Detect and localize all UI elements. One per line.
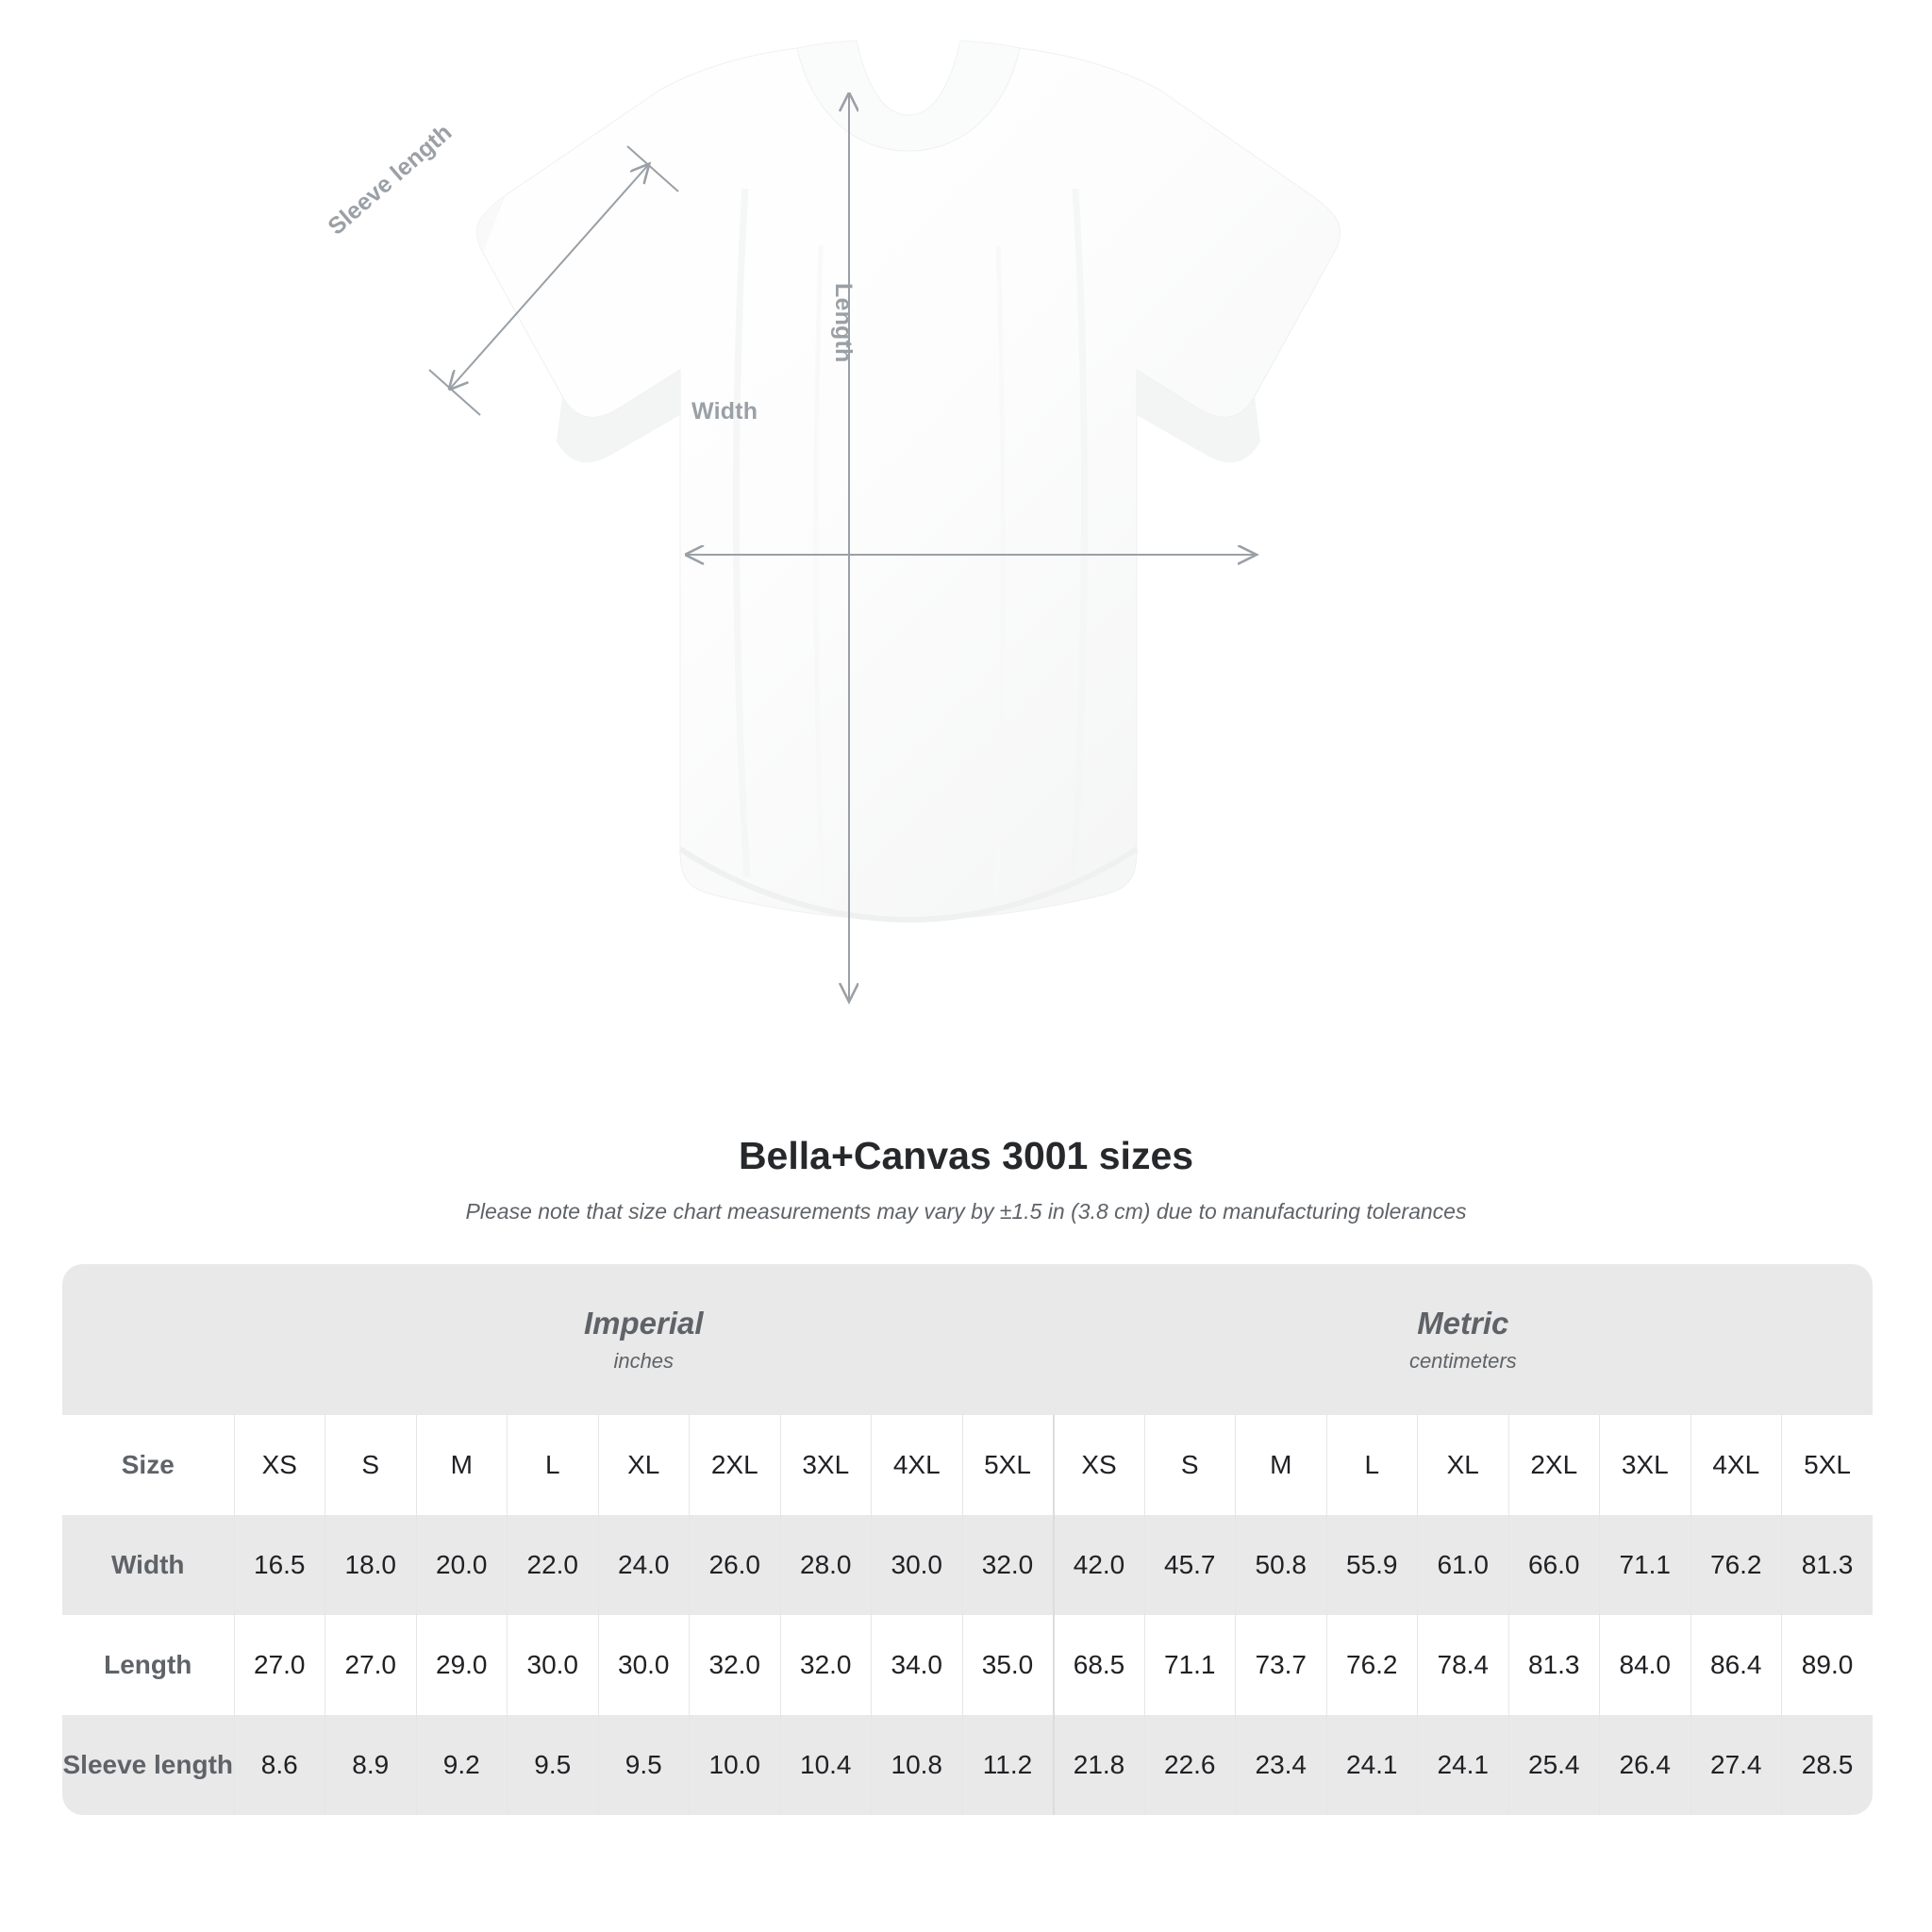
measurement-cell: 78.4	[1417, 1615, 1508, 1715]
measurement-cell: 89.0	[1781, 1615, 1874, 1715]
unit-group-name: Metric	[1417, 1306, 1509, 1341]
measurement-cell: 84.0	[1599, 1615, 1690, 1715]
measurement-cell: 55.9	[1325, 1515, 1418, 1615]
length-label: Length	[830, 283, 857, 363]
size-column-header: 5XL	[1781, 1415, 1874, 1515]
measurement-cell: 32.0	[689, 1615, 780, 1715]
row-header-sleeve-length: Sleeve length	[62, 1715, 234, 1815]
measurement-cell: 35.0	[961, 1615, 1054, 1715]
measurement-cell: 71.1	[1143, 1615, 1236, 1715]
measurement-cell: 25.4	[1507, 1715, 1600, 1815]
measurement-cell: 86.4	[1690, 1615, 1782, 1715]
size-column-header: 2XL	[689, 1415, 780, 1515]
measurement-cell: 21.8	[1052, 1715, 1144, 1815]
measurement-cell: 45.7	[1143, 1515, 1236, 1615]
measurement-cell: 9.2	[415, 1715, 508, 1815]
size-column-header: XL	[1417, 1415, 1508, 1515]
measurement-cell: 30.0	[507, 1615, 598, 1715]
measurement-cell: 8.9	[325, 1715, 416, 1815]
measurement-cell: 27.0	[233, 1615, 325, 1715]
measurement-cell: 10.0	[689, 1715, 780, 1815]
measurement-cell: 24.1	[1417, 1715, 1508, 1815]
size-column-header: XL	[597, 1415, 690, 1515]
measurement-cell: 22.0	[507, 1515, 598, 1615]
unit-group-metric: Metric centimeters	[1053, 1264, 1874, 1415]
measurement-cell: 73.7	[1235, 1615, 1326, 1715]
row-header-size: Size	[62, 1415, 234, 1515]
measurement-cell: 18.0	[325, 1515, 416, 1615]
page-subtitle: Please note that size chart measurements…	[465, 1199, 1467, 1224]
measurement-cell: 76.2	[1325, 1615, 1418, 1715]
size-column-header: 3XL	[779, 1415, 872, 1515]
sleeve-arrow	[428, 145, 679, 416]
measurement-cell: 30.0	[597, 1615, 690, 1715]
product-illustration: Sleeve length Length Width	[323, 40, 1341, 1113]
measurement-cell: 10.8	[871, 1715, 962, 1815]
measurement-cell: 27.4	[1690, 1715, 1782, 1815]
measurement-cell: 66.0	[1507, 1515, 1600, 1615]
measurement-cell: 16.5	[233, 1515, 325, 1615]
unit-group-imperial: Imperial inches	[234, 1264, 1054, 1415]
size-column-header: 3XL	[1599, 1415, 1690, 1515]
measurement-cell: 81.3	[1507, 1615, 1600, 1715]
size-chart-table: Imperial inches Metric centimeters Size XS S M L…	[62, 1264, 1874, 1815]
measurement-cell: 23.4	[1235, 1715, 1326, 1815]
measurement-cell: 8.6	[233, 1715, 325, 1815]
measurement-cell: 26.0	[689, 1515, 780, 1615]
measurement-cell: 61.0	[1417, 1515, 1508, 1615]
measurement-cell: 9.5	[507, 1715, 598, 1815]
table-row: Length 27.0 27.0 29.0 30.0 30.0 32.0 32.0 34.0 35…	[62, 1615, 1874, 1715]
size-column-header: XS	[233, 1415, 325, 1515]
measurement-cell: 81.3	[1781, 1515, 1874, 1615]
page-title: Bella+Canvas 3001 sizes	[738, 1134, 1194, 1177]
tshirt-diagram	[428, 40, 1341, 1113]
size-column-header: L	[507, 1415, 598, 1515]
size-chart-table-wrapper: Imperial inches Metric centimeters Size XS S M L…	[62, 1264, 1874, 1815]
measurement-cell: 11.2	[961, 1715, 1054, 1815]
size-column-header: S	[325, 1415, 416, 1515]
size-column-header: M	[1235, 1415, 1326, 1515]
row-header-length: Length	[62, 1615, 234, 1715]
size-column-header: 4XL	[871, 1415, 962, 1515]
measurement-cell: 22.6	[1143, 1715, 1236, 1815]
title-block: Bella+Canvas 3001 sizes Please note that…	[0, 1134, 1932, 1224]
unit-group-name: Imperial	[583, 1306, 704, 1341]
measurement-cell: 30.0	[871, 1515, 962, 1615]
measurement-cell: 26.4	[1599, 1715, 1690, 1815]
measurement-cell: 50.8	[1235, 1515, 1326, 1615]
size-column-header: 4XL	[1690, 1415, 1782, 1515]
size-column-header: XS	[1052, 1415, 1144, 1515]
size-column-header: S	[1143, 1415, 1236, 1515]
measurement-cell: 32.0	[779, 1615, 872, 1715]
measurement-cell: 32.0	[961, 1515, 1054, 1615]
measurement-cell: 29.0	[415, 1615, 508, 1715]
size-header-row: Size XS S M L XL 2XL 3XL 4XL 5XL XS S M L XL 2XL 3XL 4XL 5…	[62, 1415, 1874, 1515]
table-row: Width 16.5 18.0 20.0 22.0 24.0 26.0 28.0 30.0 32.…	[62, 1515, 1874, 1615]
measurement-cell: 9.5	[597, 1715, 690, 1815]
measurement-cell: 28.0	[779, 1515, 872, 1615]
size-column-header: 5XL	[961, 1415, 1054, 1515]
measurement-cell: 24.0	[597, 1515, 690, 1615]
measurement-cell: 10.4	[779, 1715, 872, 1815]
size-column-header: L	[1325, 1415, 1418, 1515]
width-label: Width	[691, 398, 758, 425]
unit-group-subtitle: inches	[613, 1348, 675, 1373]
measurement-cell: 20.0	[415, 1515, 508, 1615]
size-column-header: 2XL	[1507, 1415, 1600, 1515]
table-row: Sleeve length 8.6 8.9 9.2 9.5 9.5 10.0 10.4 10.8…	[62, 1715, 1874, 1815]
measurement-cell: 34.0	[871, 1615, 962, 1715]
measurement-cell: 28.5	[1781, 1715, 1874, 1815]
measurement-cell: 76.2	[1690, 1515, 1782, 1615]
measurement-cell: 42.0	[1052, 1515, 1144, 1615]
measurement-cell: 24.1	[1325, 1715, 1418, 1815]
unit-group-header-row: Imperial inches Metric centimeters	[62, 1264, 1874, 1415]
unit-group-subtitle: centimeters	[1408, 1348, 1517, 1373]
size-column-header: M	[415, 1415, 508, 1515]
tshirt-body	[475, 40, 1341, 924]
measurement-cell: 27.0	[325, 1615, 416, 1715]
unit-header-spacer	[62, 1264, 234, 1415]
row-header-width: Width	[62, 1515, 234, 1615]
measurement-cell: 71.1	[1599, 1515, 1690, 1615]
measurement-cell: 68.5	[1052, 1615, 1144, 1715]
